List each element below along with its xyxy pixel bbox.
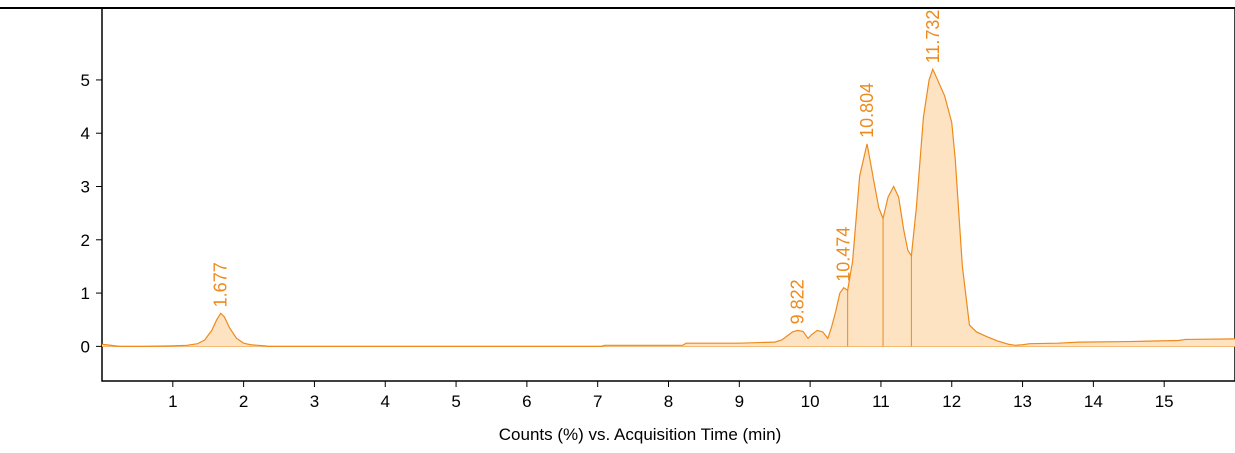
peak-label: 10.804 (857, 83, 877, 138)
y-tick-label: 1 (81, 284, 90, 303)
x-tick-label: 5 (451, 392, 460, 411)
x-tick-label: 9 (735, 392, 744, 411)
x-tick-label: 1 (168, 392, 177, 411)
peak-label: 11.732 (923, 10, 943, 64)
x-tick-label: 11 (872, 392, 890, 411)
x-tick-label: 12 (942, 392, 961, 411)
peak-label: 10.474 (834, 227, 854, 282)
plot-frame (101, 7, 1235, 382)
x-tick-label: 2 (239, 392, 248, 411)
x-tick-label: 10 (801, 392, 820, 411)
x-tick-label: 7 (593, 392, 602, 411)
y-tick-label: 2 (81, 231, 90, 250)
y-tick-label: 5 (81, 71, 90, 90)
peak-label: 1.677 (211, 262, 231, 307)
y-tick-label: 0 (81, 337, 90, 356)
x-tick-label: 14 (1084, 392, 1103, 411)
x-tick-label: 15 (1155, 392, 1174, 411)
signal-area (102, 69, 1235, 347)
x-tick-label: 4 (381, 392, 390, 411)
data-layer: 1.677 9.822 10.474 10.804 11.732 (101, 10, 1235, 347)
y-tick-label: 3 (81, 178, 90, 197)
x-tick-label: 3 (310, 392, 319, 411)
signal-line (101, 67, 1235, 347)
x-axis-title: Counts (%) vs. Acquisition Time (min) (499, 425, 781, 444)
x-tick-label: 6 (522, 392, 531, 411)
x-tick-label: 13 (1013, 392, 1032, 411)
x-tick-label: 8 (664, 392, 673, 411)
peak-label: 9.822 (788, 279, 808, 324)
y-tick-label: 4 (81, 124, 90, 143)
